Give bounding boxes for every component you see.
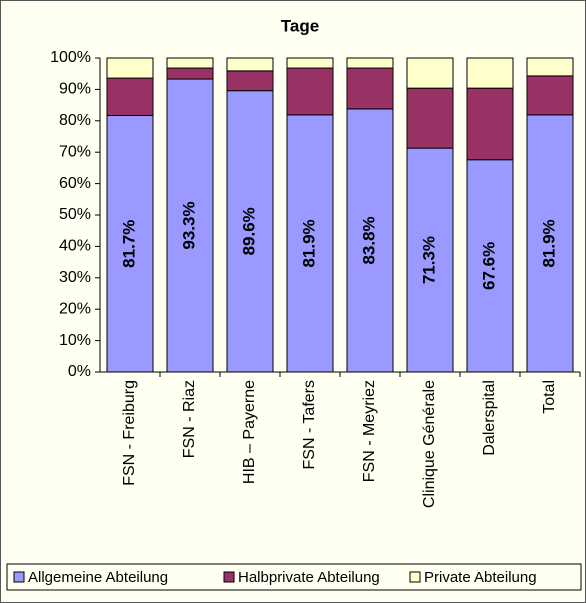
legend-swatch [13,571,25,583]
bar-segment [286,57,334,69]
y-tick-label: 20% [59,300,91,317]
bar-segment [406,57,454,89]
legend-label: Halbprivate Abteilung [238,569,380,586]
legend-label: Allgemeine Abteilung [28,569,168,586]
data-label: 71.3% [419,236,438,284]
data-label: 83.8% [359,216,378,264]
bar-segment [526,75,574,116]
x-tick-label: FSN - Meyriez [361,380,378,482]
x-tick-label: FSN - Riaz [181,380,198,458]
bar-segment [166,57,214,69]
data-label: 81.9% [539,219,558,267]
bar-segment [526,57,574,77]
x-tick-label: FSN - Tafers [301,380,318,470]
data-label: 81.7% [119,220,138,268]
legend-box [6,563,582,591]
y-tick-label: 80% [59,112,91,129]
bar-segment [166,67,214,80]
bar-segment [286,67,334,116]
bar-segment [226,57,274,72]
bar-segment [106,57,154,79]
y-tick-label: 50% [59,206,91,223]
y-tick-label: 90% [59,81,91,98]
bar-segment [106,77,154,116]
bar-segment [466,57,514,89]
data-label: 81.9% [299,219,318,267]
y-tick-label: 70% [59,143,91,160]
x-tick-label: Clinique Générale [421,380,438,508]
x-tick-label: Total [541,380,558,414]
y-tick-label: 100% [50,49,91,66]
x-tick-label: HIB – Payerne [241,380,258,484]
y-tick-label: 30% [59,269,91,286]
y-tick-label: 10% [59,332,91,349]
x-tick-label: FSN - Freiburg [121,380,138,486]
bar-segment [346,67,394,110]
bar-segment [346,57,394,69]
bar-segment [406,147,454,373]
legend-swatch [223,571,235,583]
legend-swatch [409,571,421,583]
bar-segment [406,87,454,149]
data-label: 93.3% [179,201,198,249]
bar-segment [226,70,274,92]
y-tick-label: 60% [59,175,91,192]
y-tick-label: 40% [59,238,91,255]
y-tick-label: 0% [68,363,91,380]
legend-label: Private Abteilung [424,569,537,586]
bar-segment [466,159,514,373]
bar-segment [466,87,514,161]
x-tick-label: Dalerspital [481,380,498,456]
bar-segment [526,114,574,373]
data-label: 67.6% [479,242,498,290]
chart-title: Tage [281,16,319,35]
bar-segment [226,90,274,373]
data-label: 89.6% [239,207,258,255]
